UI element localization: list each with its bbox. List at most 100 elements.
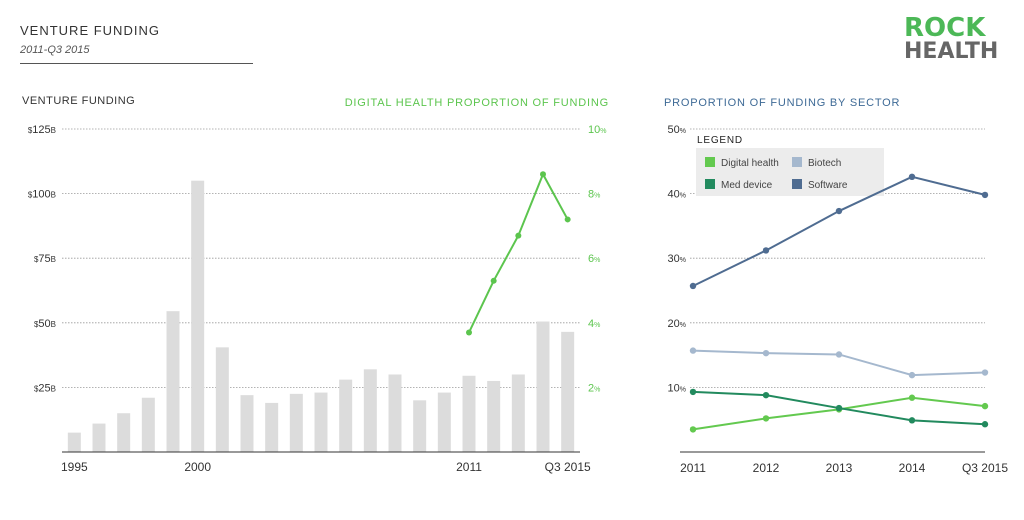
secondary-y-tick-number: 2 <box>588 382 594 394</box>
bar <box>166 311 180 452</box>
x-tick-label: 2012 <box>753 461 780 475</box>
med-device-point <box>908 417 916 424</box>
bar <box>265 402 279 452</box>
bar <box>561 331 575 452</box>
bar <box>339 379 353 452</box>
legend-title: LEGEND <box>697 135 743 146</box>
x-tick-label: 2000 <box>184 460 211 474</box>
bar <box>240 395 254 452</box>
x-tick-label: Q3 2015 <box>545 460 591 474</box>
legend-label: Digital health <box>721 158 779 169</box>
digital-health-point <box>908 394 916 401</box>
biotech-point <box>762 349 770 357</box>
y-tick-suffix: B <box>51 255 56 264</box>
legend-box <box>696 148 884 196</box>
secondary-axis-title: DIGITAL HEALTH PROPORTION OF FUNDING <box>345 97 609 109</box>
secondary-y-tick-number: 6 <box>588 253 594 265</box>
secondary-y-tick-number: 4 <box>588 318 594 330</box>
y-tick-prefix: $ <box>34 255 39 264</box>
page-title: VENTURE FUNDING <box>20 23 160 38</box>
software-point <box>908 173 916 181</box>
bar <box>141 397 155 452</box>
y-tick-suffix: B <box>51 126 56 135</box>
digital-health-proportion-line <box>468 171 569 333</box>
sector-chart-title: PROPORTION OF FUNDING BY SECTOR <box>664 97 900 109</box>
legend-swatch <box>792 157 802 167</box>
y-tick-label: $75B <box>34 253 56 265</box>
sector-proportion-chart: PROPORTION OF FUNDING BY SECTOR10%20%30%… <box>664 97 1008 475</box>
y-tick-number: 10 <box>668 382 680 394</box>
biotech-point <box>835 351 843 358</box>
y-tick-label: 10% <box>668 382 686 394</box>
x-tick-label: Q3 2015 <box>962 461 1008 475</box>
med-device-point <box>762 391 770 399</box>
bar <box>289 393 303 452</box>
y-tick-suffix: % <box>680 386 686 393</box>
x-tick-label: 2013 <box>826 461 853 475</box>
software-point <box>981 191 989 199</box>
legend-label: Med device <box>721 180 773 191</box>
x-tick-label: 2011 <box>680 461 706 475</box>
secondary-y-tick-suffix: % <box>594 322 600 329</box>
y-tick-number: 75 <box>38 253 50 265</box>
bar <box>191 180 205 452</box>
venture-funding-chart: VENTURE FUNDING DIGITAL HEALTH PROPORTION… <box>22 95 609 474</box>
secondary-y-tick-number: 10 <box>588 124 600 136</box>
digital-health-proportion-point <box>466 329 472 336</box>
y-tick-number: 100 <box>32 189 50 201</box>
bar <box>462 375 476 452</box>
logo-line-1: ROCK <box>904 13 986 43</box>
secondary-y-tick-number: 8 <box>588 189 594 201</box>
y-tick-label: $50B <box>34 318 56 330</box>
y-tick-label: 50% <box>668 124 686 136</box>
y-tick-label: $125B <box>28 124 56 136</box>
secondary-y-tick-label: 4% <box>588 318 600 330</box>
y-tick-prefix: $ <box>28 191 33 200</box>
bar <box>117 413 131 452</box>
secondary-y-tick-label: 10% <box>588 124 606 136</box>
y-tick-suffix: B <box>51 191 56 200</box>
biotech-point <box>981 369 989 376</box>
software-point <box>762 247 770 254</box>
y-tick-number: 30 <box>668 253 680 265</box>
secondary-y-tick-label: 6% <box>588 253 600 265</box>
med-device-point <box>689 388 697 396</box>
y-tick-label: $100B <box>28 189 56 201</box>
digital-health-point <box>689 426 697 433</box>
legend-swatch <box>705 179 715 189</box>
digital-health-proportion-point <box>490 277 497 284</box>
bar <box>437 392 451 452</box>
digital-health-proportion-point <box>515 232 522 239</box>
biotech-point <box>689 347 697 354</box>
bar <box>67 432 81 452</box>
bar-chart-title: VENTURE FUNDING <box>22 95 135 107</box>
secondary-y-tick-suffix: % <box>594 257 600 264</box>
secondary-y-tick-label: 8% <box>588 189 600 201</box>
y-tick-prefix: $ <box>34 320 39 329</box>
page-subtitle: 2011-Q3 2015 <box>20 44 90 56</box>
y-tick-suffix: % <box>680 322 686 329</box>
y-tick-suffix: % <box>680 257 686 264</box>
bar <box>487 380 501 452</box>
y-tick-label: $25B <box>34 382 56 394</box>
logo-line-2: HEALTH <box>904 39 999 64</box>
y-tick-number: 20 <box>668 318 680 330</box>
secondary-y-tick-label: 2% <box>588 382 600 394</box>
bar <box>511 374 525 452</box>
bar <box>92 423 106 452</box>
digital-health-line <box>692 396 986 431</box>
y-tick-number: 40 <box>668 189 680 201</box>
software-point <box>689 282 697 290</box>
y-tick-label: 30% <box>668 253 686 265</box>
y-tick-number: 125 <box>32 124 50 136</box>
y-tick-number: 25 <box>38 382 50 394</box>
secondary-y-tick-suffix: % <box>594 193 600 200</box>
y-tick-number: 50 <box>38 318 50 330</box>
med-device-point <box>835 404 843 412</box>
digital-health-point <box>981 402 989 410</box>
bar <box>413 400 427 452</box>
digital-health-proportion-point <box>540 171 546 178</box>
x-tick-label: 2014 <box>899 461 926 475</box>
x-tick-label: 1995 <box>61 460 88 474</box>
